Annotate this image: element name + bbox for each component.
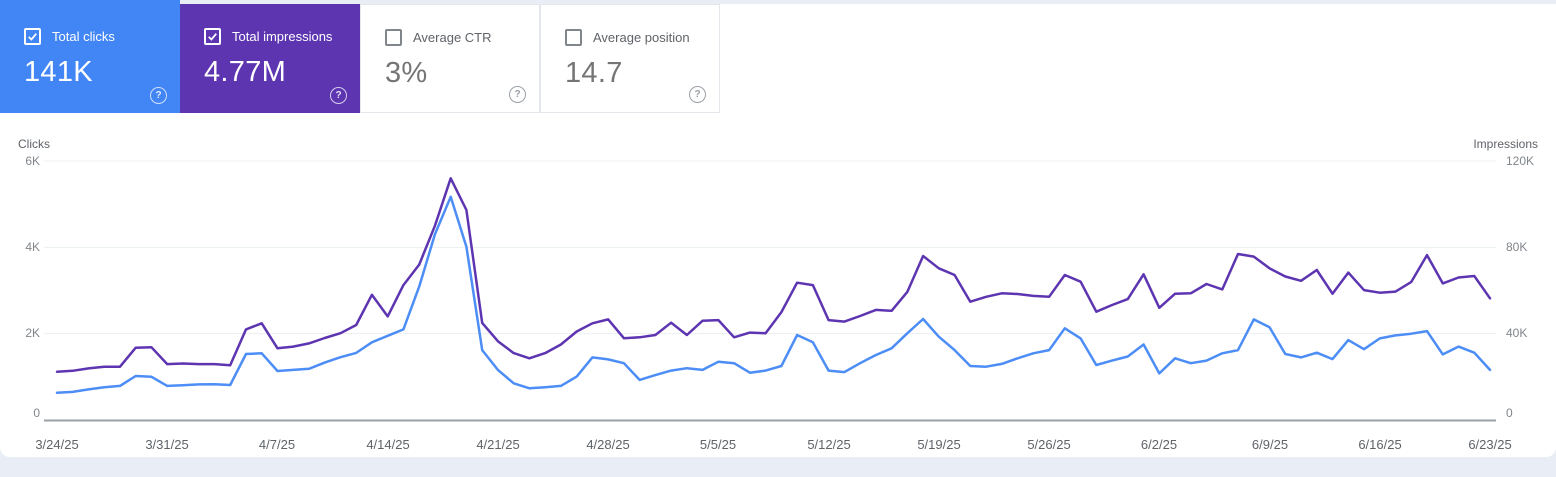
- x-axis-label: 4/7/25: [258, 437, 296, 452]
- x-axis-label: 5/19/25: [917, 437, 961, 452]
- card-header: Average position: [565, 29, 703, 46]
- card-header: Average CTR: [385, 29, 523, 46]
- x-axis-label: 4/14/25: [366, 437, 410, 452]
- card-label: Total impressions: [232, 29, 333, 44]
- left-axis-tick: 4K: [25, 240, 40, 254]
- help-icon[interactable]: ?: [509, 86, 526, 103]
- card-value: 141K: [24, 56, 93, 88]
- card-total-impressions[interactable]: Total impressions 4.77M ?: [180, 4, 360, 113]
- card-label: Average CTR: [413, 30, 492, 45]
- left-axis-tick: 6K: [25, 154, 40, 168]
- x-axis-label: 3/31/25: [145, 437, 189, 452]
- card-value: 4.77M: [204, 56, 287, 88]
- help-icon[interactable]: ?: [150, 87, 167, 104]
- card-header: Total impressions: [204, 28, 344, 45]
- right-axis-tick: 0: [1506, 406, 1513, 420]
- left-axis-title: Clicks: [18, 137, 50, 151]
- check-icon: [28, 33, 37, 41]
- checkbox-average-position[interactable]: [565, 29, 582, 46]
- left-axis-tick: 0: [33, 406, 40, 420]
- x-axis-label: 4/28/25: [586, 437, 630, 452]
- card-average-ctr[interactable]: Average CTR 3% ?: [360, 4, 540, 113]
- help-icon[interactable]: ?: [689, 86, 706, 103]
- x-axis-label: 6/9/25: [1251, 437, 1289, 452]
- x-axis-label: 6/16/25: [1358, 437, 1402, 452]
- card-average-position[interactable]: Average position 14.7 ?: [540, 4, 720, 113]
- card-label: Average position: [593, 30, 690, 45]
- checkbox-average-ctr[interactable]: [385, 29, 402, 46]
- x-axis-label: 5/12/25: [807, 437, 851, 452]
- card-total-clicks[interactable]: Total clicks 141K ?: [0, 0, 180, 113]
- help-icon[interactable]: ?: [330, 87, 347, 104]
- right-axis-tick: 120K: [1506, 154, 1535, 168]
- card-value: 3%: [385, 57, 428, 89]
- card-label: Total clicks: [52, 29, 115, 44]
- x-axis-label: 4/21/25: [476, 437, 520, 452]
- x-axis-label: 3/24/25: [35, 437, 79, 452]
- x-axis-label: 6/2/25: [1140, 437, 1178, 452]
- x-axis-label: 5/5/25: [699, 437, 737, 452]
- right-axis-tick: 40K: [1506, 326, 1528, 340]
- x-axis-label: 5/26/25: [1027, 437, 1071, 452]
- right-axis-tick: 80K: [1506, 240, 1528, 254]
- check-icon: [208, 33, 217, 41]
- checkbox-total-impressions[interactable]: [204, 28, 221, 45]
- left-axis-tick: 2K: [25, 326, 40, 340]
- checkbox-total-clicks[interactable]: [24, 28, 41, 45]
- card-header: Total clicks: [24, 28, 164, 45]
- x-axis-label: 6/23/25: [1468, 437, 1512, 452]
- card-value: 14.7: [565, 57, 623, 89]
- right-axis-title: Impressions: [1473, 137, 1538, 151]
